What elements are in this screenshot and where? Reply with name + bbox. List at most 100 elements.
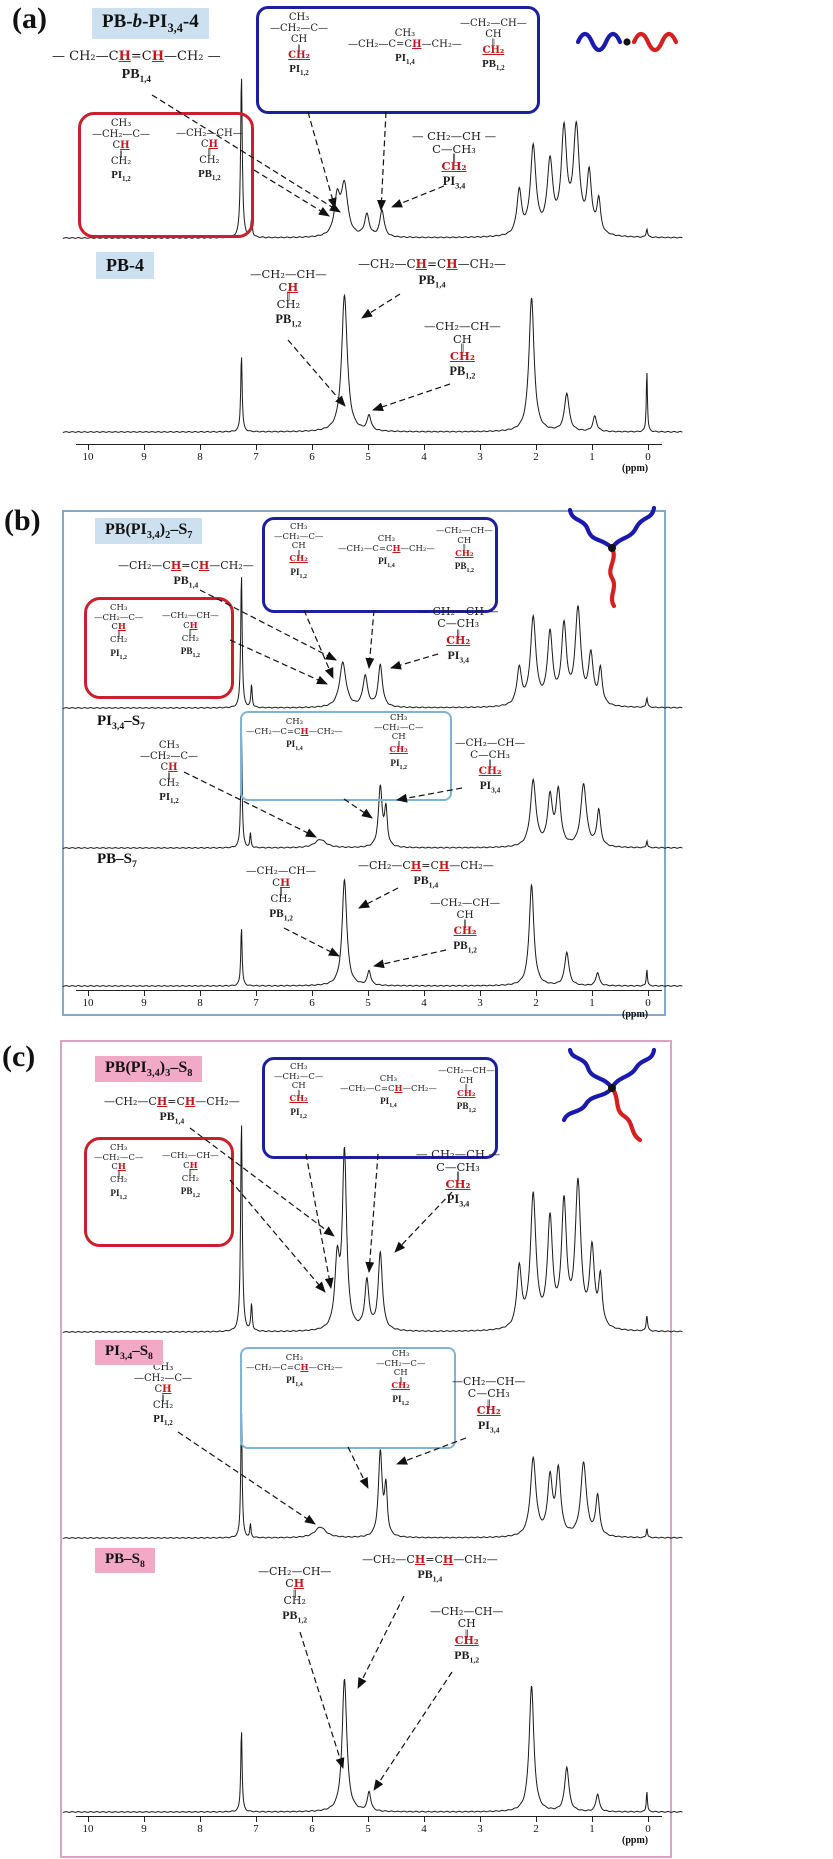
- panel-a-letter: (a): [12, 2, 47, 35]
- formula-line: — CH₂—CH —: [412, 129, 497, 143]
- axis-tick: [648, 444, 649, 450]
- formula-line: —CH₂—CH—: [176, 128, 243, 139]
- formula-line: ‖: [491, 37, 496, 47]
- formula-line: —CH₂—CH—: [424, 319, 501, 333]
- formula-line: CH₃: [288, 12, 310, 23]
- axis-tick-label: 2: [533, 451, 539, 463]
- formula-line: —CH₂—C—: [92, 129, 151, 141]
- formula-line: CH₃: [394, 28, 416, 39]
- axis-tick: [480, 444, 481, 450]
- axis-unit-label: (ppm): [622, 463, 649, 474]
- axis-tick-label: 10: [82, 451, 94, 463]
- formula-line: ‖: [207, 147, 212, 157]
- structure-label: PI3,4: [442, 174, 466, 191]
- formula-line: —CH₂—CH=CH—CH₂—: [358, 257, 507, 271]
- annotation-arrow: [287, 339, 346, 407]
- axis-tick-label: 0: [645, 451, 651, 463]
- formula-line: CH₂: [199, 154, 220, 166]
- formula-line: CH₂: [441, 159, 467, 174]
- struct-pb14: — CH₂—CH=CH—CH₂ — PB1,4: [52, 49, 221, 84]
- annotation-arrow: [151, 94, 341, 213]
- formula-line: ‖: [119, 148, 123, 158]
- axis-tick-label: 3: [477, 451, 483, 463]
- axis-tick-label: 6: [309, 451, 315, 463]
- axis-tick: [256, 444, 257, 450]
- ppm-axis: 10 9 8 7 6 5 4 3 2 1 0 (ppm): [70, 444, 690, 478]
- struct-pi12-blue: CH₃ —CH₂—C— CH ‖ CH₂ PI1,2: [270, 12, 328, 78]
- annotation-arrow: [307, 111, 337, 209]
- axis-tick: [144, 444, 145, 450]
- struct-pb12-blue: —CH₂—CH— CH ‖ CH₂ PB1,2: [460, 18, 527, 73]
- structure-label: PB1,2: [198, 167, 221, 182]
- annotation-arrow: [377, 111, 387, 211]
- formula-line: ‖: [460, 342, 465, 353]
- annotation-arrow: [372, 383, 451, 412]
- axis-tick-label: 1: [589, 451, 595, 463]
- formula-line: CH₂: [449, 349, 475, 364]
- spectrum-pb-4: [62, 293, 683, 433]
- panel-b-frame: [62, 510, 666, 1016]
- formula-line: CH: [452, 331, 472, 346]
- structure-label: PB1,2: [482, 57, 505, 72]
- structure-label: PI1,2: [111, 168, 131, 184]
- struct-pb12-pb4-left: —CH₂—CH— CH ‖ CH₂ PB1,2: [250, 268, 327, 329]
- formula-line: CH₂: [110, 155, 132, 167]
- axis-tick: [424, 444, 425, 450]
- formula-line: — CH₂—CH=CH—CH₂ —: [52, 49, 221, 64]
- struct-pi12-red: CH₃ —CH₂—C— CH ‖ CH₂ PI1,2: [92, 118, 150, 184]
- red-structure-box: [78, 112, 254, 238]
- spectrum-pb-b-pi34-4: [62, 78, 683, 239]
- annotation-arrow: [253, 169, 330, 217]
- axis-tick-label: 9: [141, 451, 147, 463]
- formula-line: CH₂: [288, 49, 310, 61]
- structure-label: PB1,2: [275, 312, 302, 329]
- formula-line: CH: [112, 140, 130, 152]
- struct-pb12-pb4-right: —CH₂—CH— CH ‖ CH₂ PB1,2: [424, 320, 501, 381]
- axis-tick: [368, 444, 369, 450]
- formula-line: CH: [485, 29, 502, 41]
- formula-line: —CH₂—C=CH—CH₂—: [348, 39, 462, 51]
- formula-line: CH₂: [482, 44, 505, 56]
- panel-c-letter: (c): [2, 1040, 36, 1073]
- structure-label: PB1,4: [418, 272, 446, 291]
- blue-structure-box: [256, 6, 540, 114]
- axis-line: [76, 444, 662, 445]
- struct-pi34: — CH₂—CH — C—CH₃ ‖ CH₂ PI3,4: [412, 130, 496, 191]
- structure-label: PB1,2: [449, 364, 476, 381]
- axis-tick: [88, 444, 89, 450]
- formula-line: CH: [290, 34, 308, 46]
- panel-a-title: PB-b-PI3,4-4: [92, 8, 209, 39]
- axis-tick: [592, 444, 593, 450]
- axis-tick: [200, 444, 201, 450]
- structure-label: PI1,2: [289, 62, 309, 78]
- struct-pb12-red: —CH₂—CH— CH ‖ CH₂ PB1,2: [176, 128, 243, 183]
- nmr-trace: [62, 293, 683, 433]
- axis-tick-label: 8: [197, 451, 203, 463]
- diblock-copolymer-cartoon: [575, 31, 679, 53]
- annotation-arrow: [391, 185, 445, 208]
- structure-label: PI1,4: [395, 52, 415, 67]
- formula-line: —CH₂—CH—: [250, 267, 327, 281]
- formula-line: ‖: [451, 152, 457, 163]
- formula-line: CH₂: [276, 297, 301, 312]
- nmr-trace: [62, 78, 683, 239]
- struct-pb14-pb4: —CH₂—CH=CH—CH₂— PB1,4: [358, 257, 507, 291]
- axis-tick: [312, 444, 313, 450]
- panel-b-letter: (b): [4, 504, 41, 537]
- formula-line: —CH₂—C—: [270, 23, 329, 35]
- axis-tick-label: 4: [421, 451, 427, 463]
- formula-line: CH₃: [110, 118, 132, 129]
- pi-block-chain: [631, 31, 679, 53]
- struct-pi14-blue: CH₃ —CH₂—C=CH—CH₂— PI1,4: [348, 28, 462, 67]
- formula-line: CH: [278, 279, 299, 294]
- formula-line: ‖: [297, 42, 301, 52]
- structure-label: PB1,4: [121, 65, 151, 84]
- formula-line: ‖: [286, 290, 291, 301]
- panel-a-subtitle-pb4: PB-4: [96, 252, 154, 279]
- axis-tick: [536, 444, 537, 450]
- junction-point: [623, 38, 631, 46]
- annotation-arrow: [361, 293, 401, 319]
- axis-tick-label: 5: [365, 451, 371, 463]
- formula-line: —CH₂—CH—: [460, 18, 527, 29]
